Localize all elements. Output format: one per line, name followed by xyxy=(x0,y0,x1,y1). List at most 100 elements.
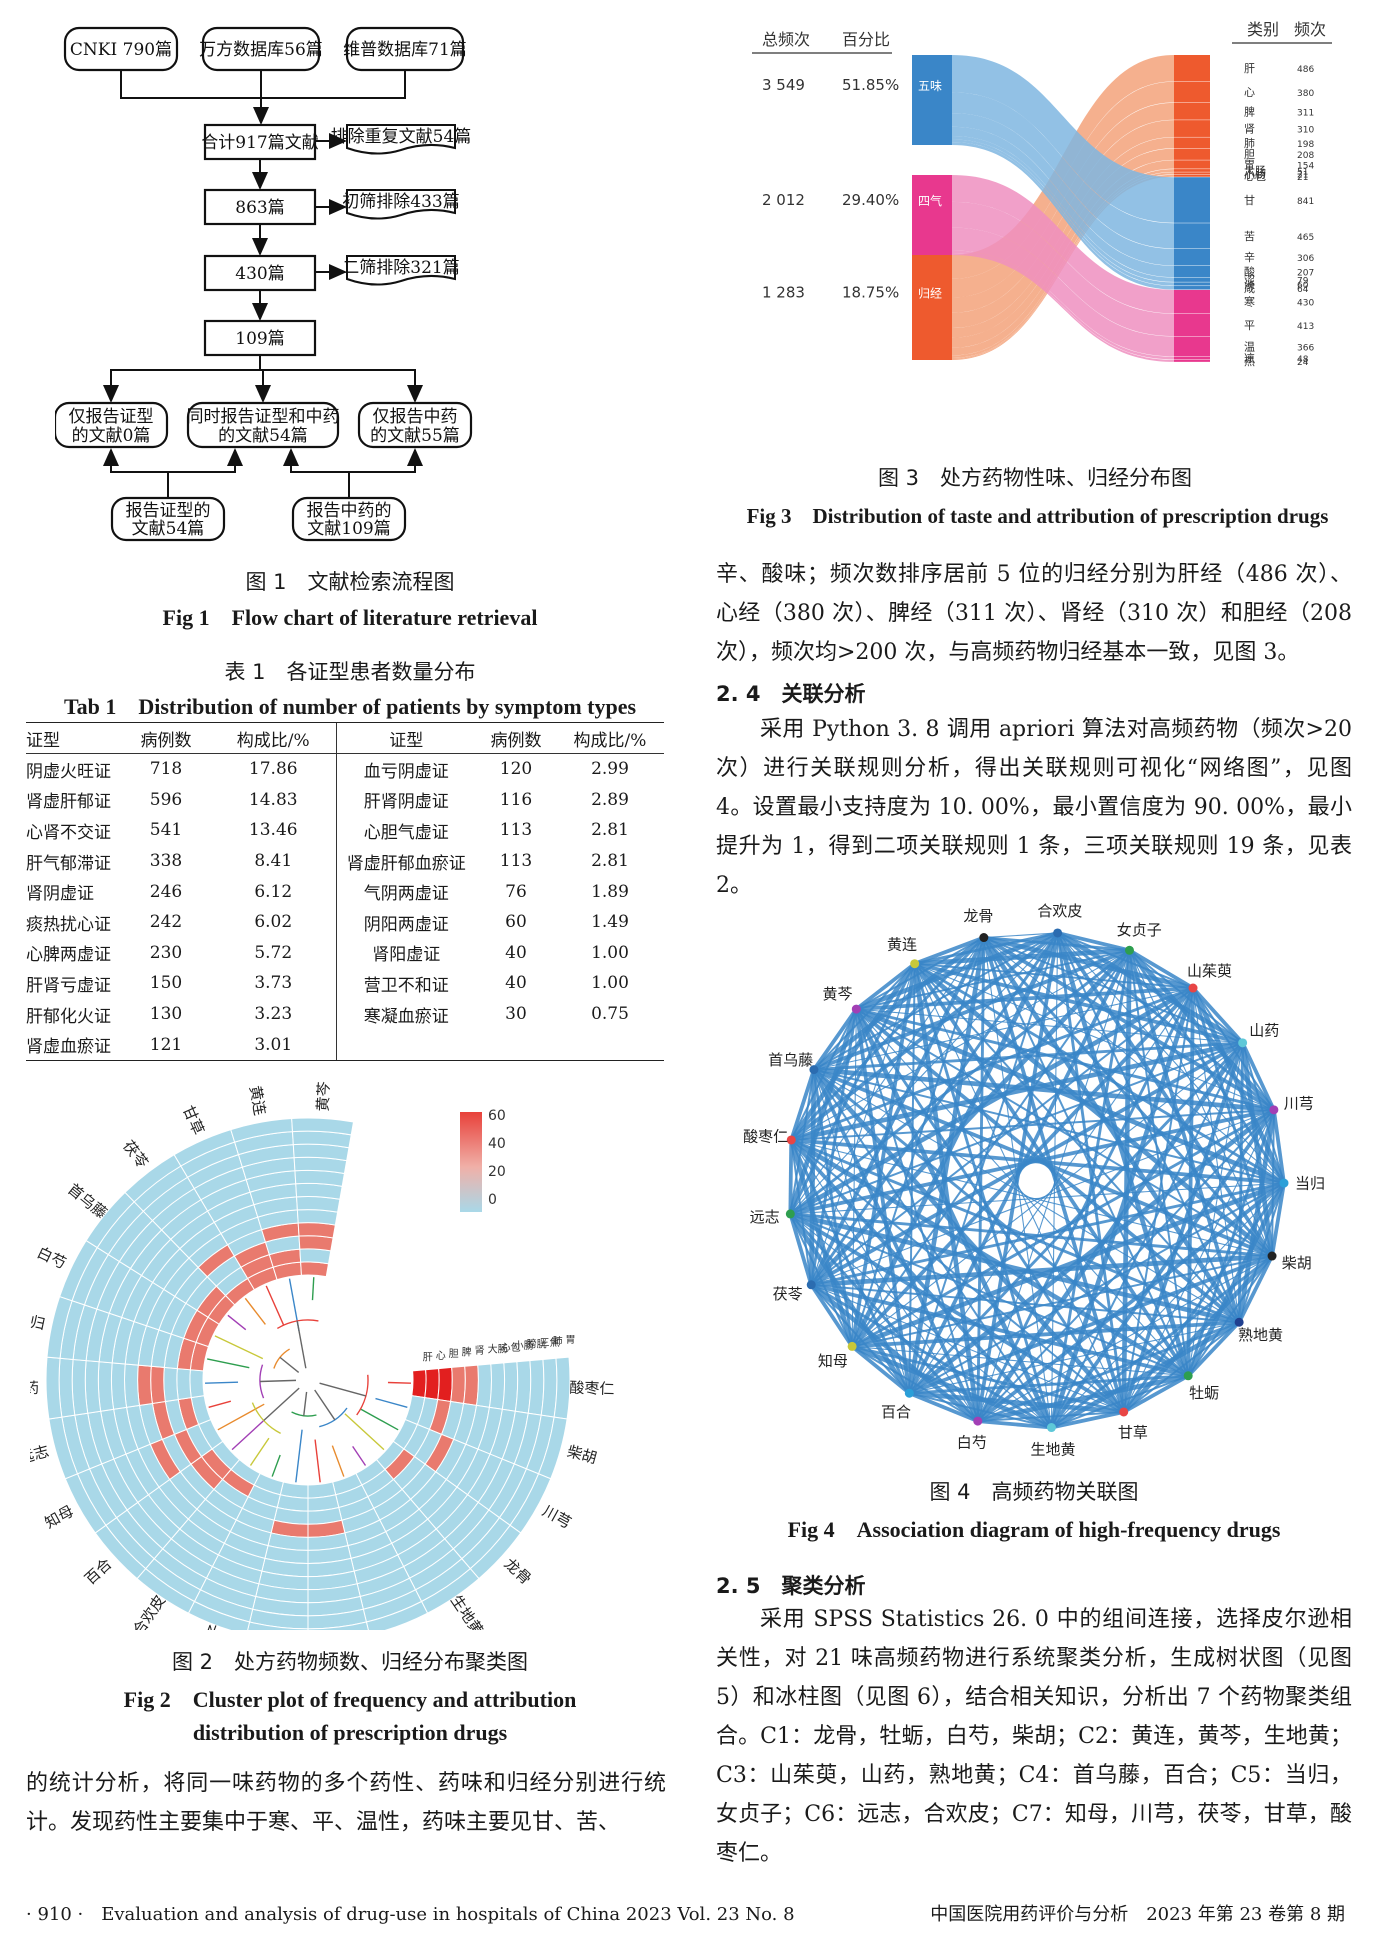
network-edge xyxy=(790,1182,1285,1215)
network-edge xyxy=(1128,948,1194,990)
sankey-item-label: 肝 xyxy=(1244,62,1255,75)
network-edge xyxy=(811,1253,1273,1288)
heatmap-cell xyxy=(488,1362,506,1410)
network-node xyxy=(1238,1038,1248,1048)
table1-cell: 40 xyxy=(505,942,527,963)
sankey-item-bar xyxy=(1174,289,1210,314)
network-node xyxy=(806,1280,816,1290)
fig1-node-screen1: 初筛排除433篇 xyxy=(342,192,459,212)
sankey-item-label: 胆 xyxy=(1244,148,1255,161)
sankey-item-freq: 48 xyxy=(1297,355,1309,365)
sankey-item-bar xyxy=(1174,102,1210,120)
left-bottom-text: 的统计分析，将同一味药物的多个药性、药味和归经分别进行统计。发现药性主要集中于寒… xyxy=(26,1771,666,1835)
heatmap-cell xyxy=(110,1362,128,1410)
table1-cell: 2.89 xyxy=(591,789,629,810)
sankey-item-label: 热 xyxy=(1244,355,1255,368)
network-edge xyxy=(908,1391,979,1423)
fig2-caption-en-line2: distribution of prescription drugs xyxy=(192,1720,508,1745)
network-edge xyxy=(790,936,985,1141)
sankey-item-freq: 21 xyxy=(1297,173,1308,183)
table1-cell: 230 xyxy=(149,942,183,963)
herb-label: 甘草 xyxy=(179,1103,208,1138)
sankey-item-bar xyxy=(1174,359,1210,362)
fig1-node-report-syndrome-l2: 文献54篇 xyxy=(132,519,205,539)
network-node xyxy=(1119,1407,1129,1417)
heatmap-cell xyxy=(450,1365,466,1405)
heatmap-cell xyxy=(296,1209,339,1226)
network-edge xyxy=(790,1040,1244,1143)
table1-cell: 0.75 xyxy=(591,1004,629,1025)
sankey-item-bar xyxy=(1174,336,1210,357)
network-edge xyxy=(1237,1255,1274,1324)
herb-label: 远志 xyxy=(30,1442,51,1467)
heatmap-cell xyxy=(291,1117,355,1136)
heatmap-cell xyxy=(300,1261,330,1278)
fig1-node-report-syndrome-l1: 报告证型的 xyxy=(126,501,211,521)
table1-cell: 130 xyxy=(149,1004,183,1025)
section-2-4-title: 2. 4 关联分析 xyxy=(716,682,866,706)
heatmap-cell xyxy=(150,1365,166,1405)
network-edge xyxy=(809,936,986,1286)
network-edge xyxy=(808,1069,817,1285)
network-edge xyxy=(908,987,1194,1394)
sankey-group-total: 2 012 xyxy=(762,191,805,209)
sankey-item-freq: 208 xyxy=(1297,151,1314,161)
herb-label: 白芍 xyxy=(34,1243,69,1272)
table-row: 肝郁化火证 130 3.23 寒凝血瘀证 30 0.75 xyxy=(26,998,664,1030)
table1-cell: 113 xyxy=(499,820,533,841)
sankey-item-freq: 154 xyxy=(1297,161,1314,171)
network-edge xyxy=(855,936,985,1010)
fig2-caption-cn: 图 2 处方药物频数、归经分布聚类图 xyxy=(171,1650,529,1674)
section-2-5-text: 采用 SPSS Statistics 26. 0 中的组间连接，选择皮尔逊相关性… xyxy=(716,1607,1352,1866)
sankey-item-label: 寒 xyxy=(1244,295,1255,309)
network-node-label: 当归 xyxy=(1295,1174,1325,1192)
fig1-node-only-syndrome-l1: 仅报告证型 xyxy=(69,407,154,427)
sankey-item-freq: 306 xyxy=(1297,254,1314,264)
table1-cell: 血亏阴虚证 xyxy=(335,753,476,785)
table1-cell: 3.23 xyxy=(254,1004,293,1025)
network-edge xyxy=(1186,1320,1241,1378)
network-edge xyxy=(855,1008,979,1422)
meridian-label: 小肠 xyxy=(514,1340,534,1352)
network-edge xyxy=(811,1109,1275,1286)
network-edge xyxy=(1049,987,1196,1429)
sankey-item-freq: 380 xyxy=(1297,89,1314,99)
network-node xyxy=(1124,945,1134,955)
sankey-item-bar xyxy=(1174,265,1210,278)
sankey-item-bar xyxy=(1174,169,1210,172)
fig3-hdr-cat: 类别 xyxy=(1247,20,1279,39)
herb-label: 当归 xyxy=(30,1310,47,1334)
heatmap-cell xyxy=(501,1361,519,1412)
network-edge xyxy=(789,1211,1240,1325)
heatmap-cell xyxy=(296,1196,341,1213)
network-edge xyxy=(975,1041,1245,1423)
network-edge xyxy=(855,962,916,1011)
table1-cell: 338 xyxy=(149,851,183,872)
sankey-item-label: 苦 xyxy=(1244,230,1255,243)
network-node-label: 龙骨 xyxy=(963,907,993,925)
network-edge xyxy=(909,1392,1052,1429)
network-node-label: 女贞子 xyxy=(1117,921,1162,939)
table1-cell xyxy=(335,1029,476,1060)
table1-header-4: 病例数 xyxy=(476,723,556,754)
table1-cell: 肝郁化火证 xyxy=(26,1006,111,1027)
network-node-label: 百合 xyxy=(881,1403,911,1421)
network-node xyxy=(1188,983,1198,993)
sankey-item-freq: 21 xyxy=(1297,170,1308,180)
sankey-flow xyxy=(952,135,1174,282)
table1-cell: 8.41 xyxy=(254,851,293,872)
network-node-label: 白芍 xyxy=(957,1433,987,1451)
network-node-label: 山茱萸 xyxy=(1187,962,1232,980)
network-node xyxy=(1053,928,1063,938)
network-edge xyxy=(983,937,1285,1184)
network-edge xyxy=(1055,932,1191,1377)
fig3-hdr-pct: 百分比 xyxy=(842,30,890,49)
network-edge xyxy=(809,1283,854,1348)
network-node xyxy=(786,1135,796,1145)
sankey-item-bar xyxy=(1174,177,1210,223)
sankey-item-freq: 430 xyxy=(1297,299,1314,309)
network-node-label: 远志 xyxy=(750,1208,780,1226)
network-node xyxy=(1269,1105,1279,1115)
network-edge xyxy=(977,1410,1124,1423)
network-edge xyxy=(850,931,1060,1348)
